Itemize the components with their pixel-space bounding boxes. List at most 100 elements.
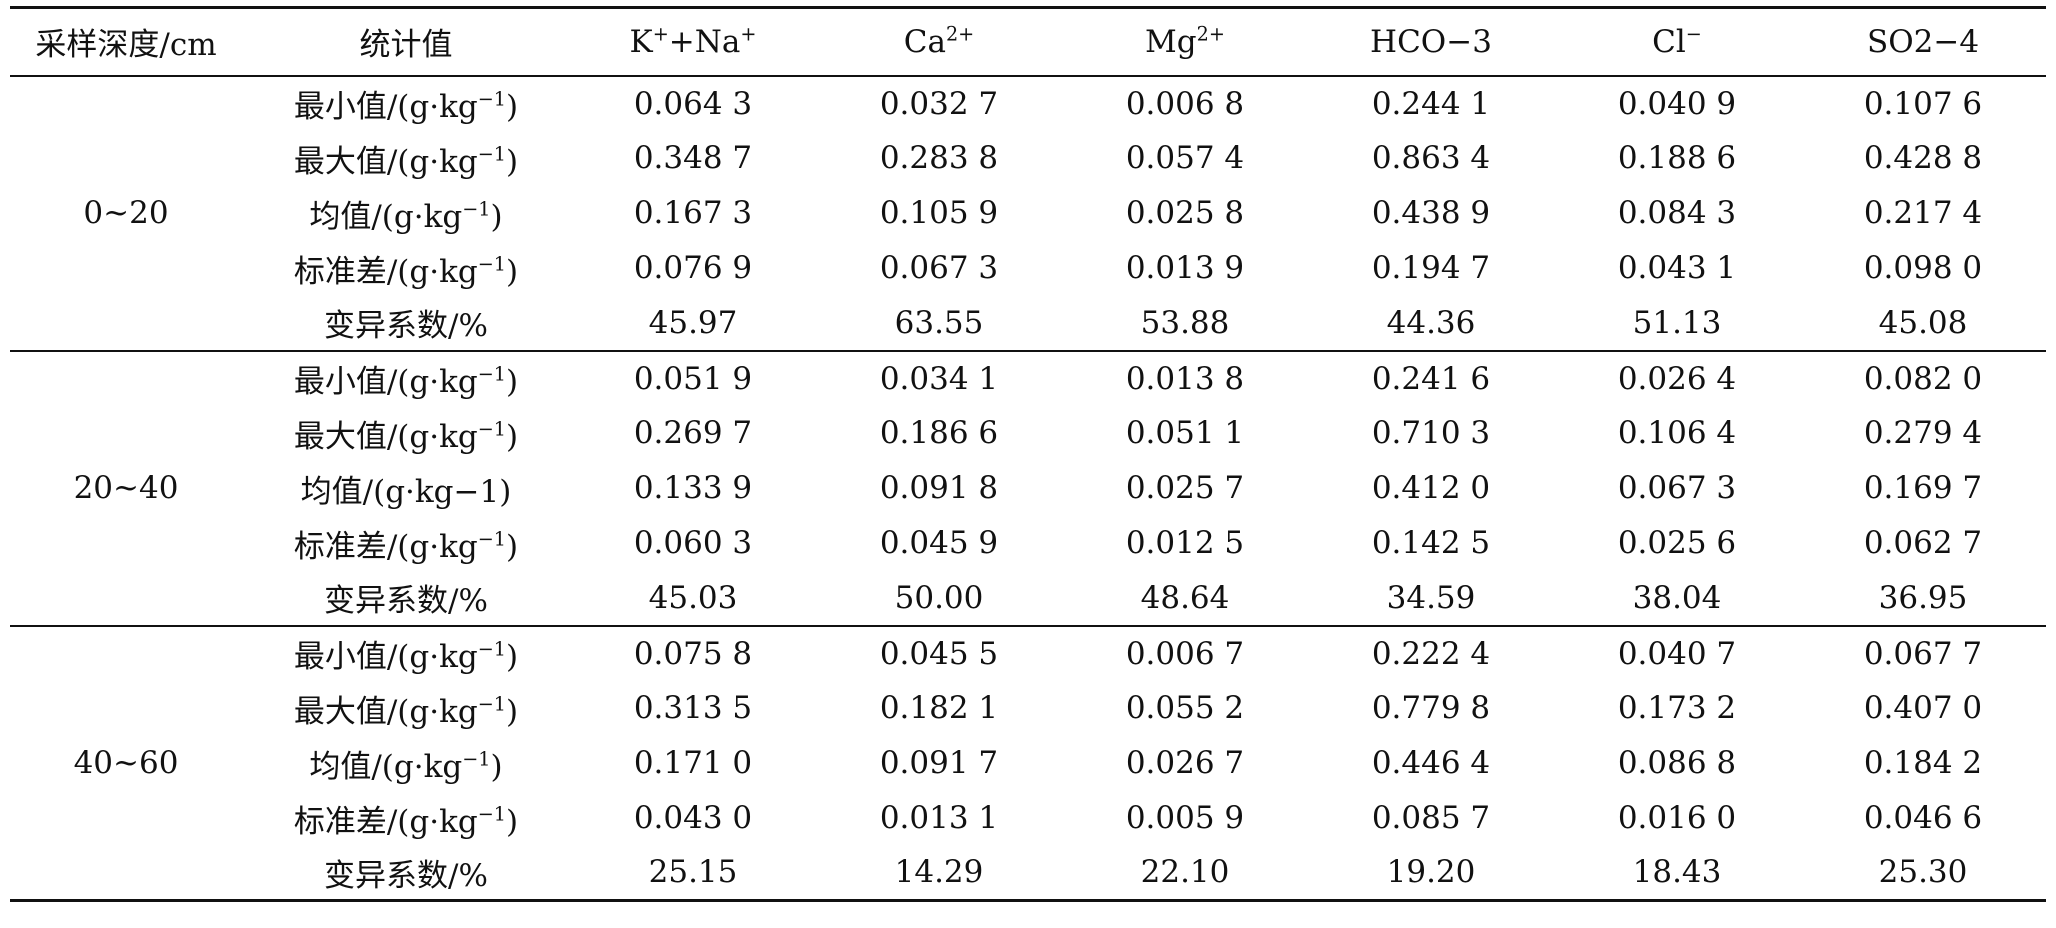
value-cell: 0.040 7: [1554, 624, 1800, 681]
stat-label: 最大值/(g·kg: [293, 693, 478, 730]
value-cell: 0.171 0: [633, 745, 753, 781]
value-cell: 0.107 6: [1863, 85, 1983, 122]
table-row: 最大值/(g·kg−1) 0.313 5 0.182 1 0.055 2 0.779 8…: [10, 681, 2046, 736]
stat-label: 变异系数/%: [324, 308, 488, 344]
value-cell: 0.043 1: [1617, 250, 1737, 286]
table-row: 标准差/(g·kg−1) 0.060 3 0.045 9 0.012 5 0.142 5…: [10, 516, 2046, 571]
value-cell: 0.142 5: [1371, 525, 1491, 561]
value-cell: 0.082 0: [1800, 349, 2046, 406]
value-cell: 0.026 4: [1554, 349, 1800, 406]
value-cell: 0.051 1: [1125, 415, 1245, 451]
table-row: 变异系数/% 45.03 50.00 48.64 34.59 38.04 36.95: [10, 571, 2046, 626]
value-cell: 0.348 7: [633, 140, 753, 176]
value-cell: 0.438 9: [1371, 195, 1491, 231]
stat-label-cell: 均值/(g·kg−1): [242, 186, 570, 241]
value-cell: 0.062 7: [1863, 525, 1983, 561]
value-cell: 0.863 4: [1371, 140, 1491, 176]
value-cell: 0.182 1: [879, 690, 999, 726]
stat-label-cell: 最小值/(g·kg−1): [242, 349, 570, 406]
value-cell: 0.313 5: [633, 690, 753, 726]
stat-label: 标准差/(g·kg: [293, 803, 478, 840]
stat-label-suffix: ): [506, 143, 519, 180]
value-cell: 0.241 6: [1308, 349, 1554, 406]
stat-label-cell: 标准差/(g·kg−1): [242, 241, 570, 296]
value-cell: 0.105 9: [879, 195, 999, 231]
value-cell: 0.446 4: [1371, 745, 1491, 781]
header-depth: 采样深度/cm: [10, 6, 242, 77]
header-stat: 统计值: [242, 6, 570, 77]
stat-unit-exponent: −1: [462, 747, 491, 771]
value-cell: 0.006 8: [1125, 85, 1245, 122]
stat-label: 标准差/(g·kg: [293, 528, 478, 565]
header-ion-cl: Cl−: [1554, 6, 1800, 77]
value-cell: 50.00: [894, 579, 984, 616]
value-cell: 0.407 0: [1863, 690, 1983, 726]
value-cell: 0.222 4: [1308, 624, 1554, 681]
value-cell: 0.040 9: [1617, 85, 1737, 122]
value-cell: 0.064 3: [633, 85, 753, 122]
value-cell: 14.29: [816, 845, 1062, 902]
stat-unit-exponent: −1: [477, 142, 507, 166]
value-cell: 0.269 7: [633, 415, 753, 451]
value-cell: 0.005 9: [1125, 800, 1245, 836]
value-cell: 34.59: [1386, 579, 1476, 616]
depth-cell: 40~60: [10, 624, 242, 902]
table-row: 均值/(g·kg−1) 0.167 3 0.105 9 0.025 8 0.438 9 0…: [10, 186, 2046, 241]
table-body: 0~20 最小值/(g·kg−1) 0.064 3 0.032 7 0.006 8 0.2…: [10, 76, 2046, 902]
value-cell: 45.03: [648, 579, 738, 616]
header-ion-k-na: K++Na+: [570, 6, 816, 77]
stat-label-cell: 均值/(g·kg−1): [242, 736, 570, 791]
stat-label-suffix: ): [506, 639, 519, 675]
stat-label-cell: 最小值/(g·kg−1): [242, 624, 570, 681]
value-cell: 0.025 6: [1617, 525, 1737, 561]
stat-label-cell: 变异系数/%: [242, 296, 570, 351]
table-row: 标准差/(g·kg−1) 0.043 0 0.013 1 0.005 9 0.085 7…: [10, 791, 2046, 846]
table-header: 采样深度/cm 统计值 K++Na+ Ca2+ Mg2+ HCO−3 Cl− S…: [10, 6, 2046, 77]
stat-label-cell: 最小值/(g·kg−1): [242, 76, 570, 131]
table-row: 均值/(g·kg−1) 0.171 0 0.091 7 0.026 7 0.446 4 0…: [10, 736, 2046, 791]
table-row: 变异系数/% 45.97 63.55 53.88 44.36 51.13 45.08: [10, 296, 2046, 351]
stat-label: 变异系数/%: [324, 583, 488, 619]
value-cell: 0.025 7: [1125, 470, 1245, 506]
value-cell: 0.085 7: [1371, 800, 1491, 836]
value-cell: 0.060 3: [633, 525, 753, 561]
value-cell: 0.098 0: [1863, 250, 1983, 286]
value-cell: 0.006 7: [1062, 624, 1308, 681]
value-cell: 0.043 0: [633, 800, 753, 836]
header-ion-so4: SO2−4: [1800, 6, 2046, 77]
stat-label-cell: 最大值/(g·kg−1): [242, 681, 570, 736]
stat-label-suffix: ): [506, 803, 519, 840]
value-cell: 0.779 8: [1371, 690, 1491, 726]
value-cell: 0.045 5: [816, 624, 1062, 681]
value-cell: 36.95: [1878, 579, 1968, 616]
table-row: 均值/(g·kg−1) 0.133 9 0.091 8 0.025 7 0.412 0 0…: [10, 461, 2046, 516]
value-cell: 0.086 8: [1617, 745, 1737, 781]
value-cell: 0.169 7: [1863, 470, 1983, 506]
stat-label-suffix: ): [506, 364, 519, 400]
stat-label: 最大值/(g·kg: [293, 418, 478, 455]
header-ion-mg: Mg2+: [1062, 6, 1308, 77]
table-row: 最大值/(g·kg−1) 0.269 7 0.186 6 0.051 1 0.710 3…: [10, 406, 2046, 461]
table-row: 变异系数/% 25.15 14.29 22.10 19.20 18.43 25.30: [10, 845, 2046, 902]
ion-statistics-table: 采样深度/cm 统计值 K++Na+ Ca2+ Mg2+ HCO−3 Cl− S…: [10, 6, 2046, 902]
depth-cell: 0~20: [83, 195, 169, 231]
value-cell: 44.36: [1386, 304, 1476, 341]
stat-label-suffix: ): [506, 253, 519, 290]
stat-label: 最小值/(g·kg: [293, 89, 478, 125]
stat-label: 均值/(g·kg: [309, 748, 463, 785]
value-cell: 0.032 7: [879, 85, 999, 122]
value-cell: 0.283 8: [879, 140, 999, 176]
stat-label: 标准差/(g·kg: [293, 253, 478, 290]
value-cell: 0.279 4: [1863, 415, 1983, 451]
value-cell: 0.173 2: [1617, 690, 1737, 726]
stat-label-suffix: ): [506, 693, 519, 730]
stat-unit-exponent: −1: [477, 87, 507, 111]
value-cell: 0.067 7: [1800, 624, 2046, 681]
value-cell: 0.013 8: [1062, 349, 1308, 406]
table-row: 40~60 最小值/(g·kg−1) 0.075 8 0.045 5 0.006 7 0.…: [10, 624, 2046, 902]
value-cell: 0.025 8: [1125, 195, 1245, 231]
value-cell: 0.428 8: [1863, 140, 1983, 176]
value-cell: 18.43: [1554, 845, 1800, 902]
value-cell: 0.084 3: [1617, 195, 1737, 231]
